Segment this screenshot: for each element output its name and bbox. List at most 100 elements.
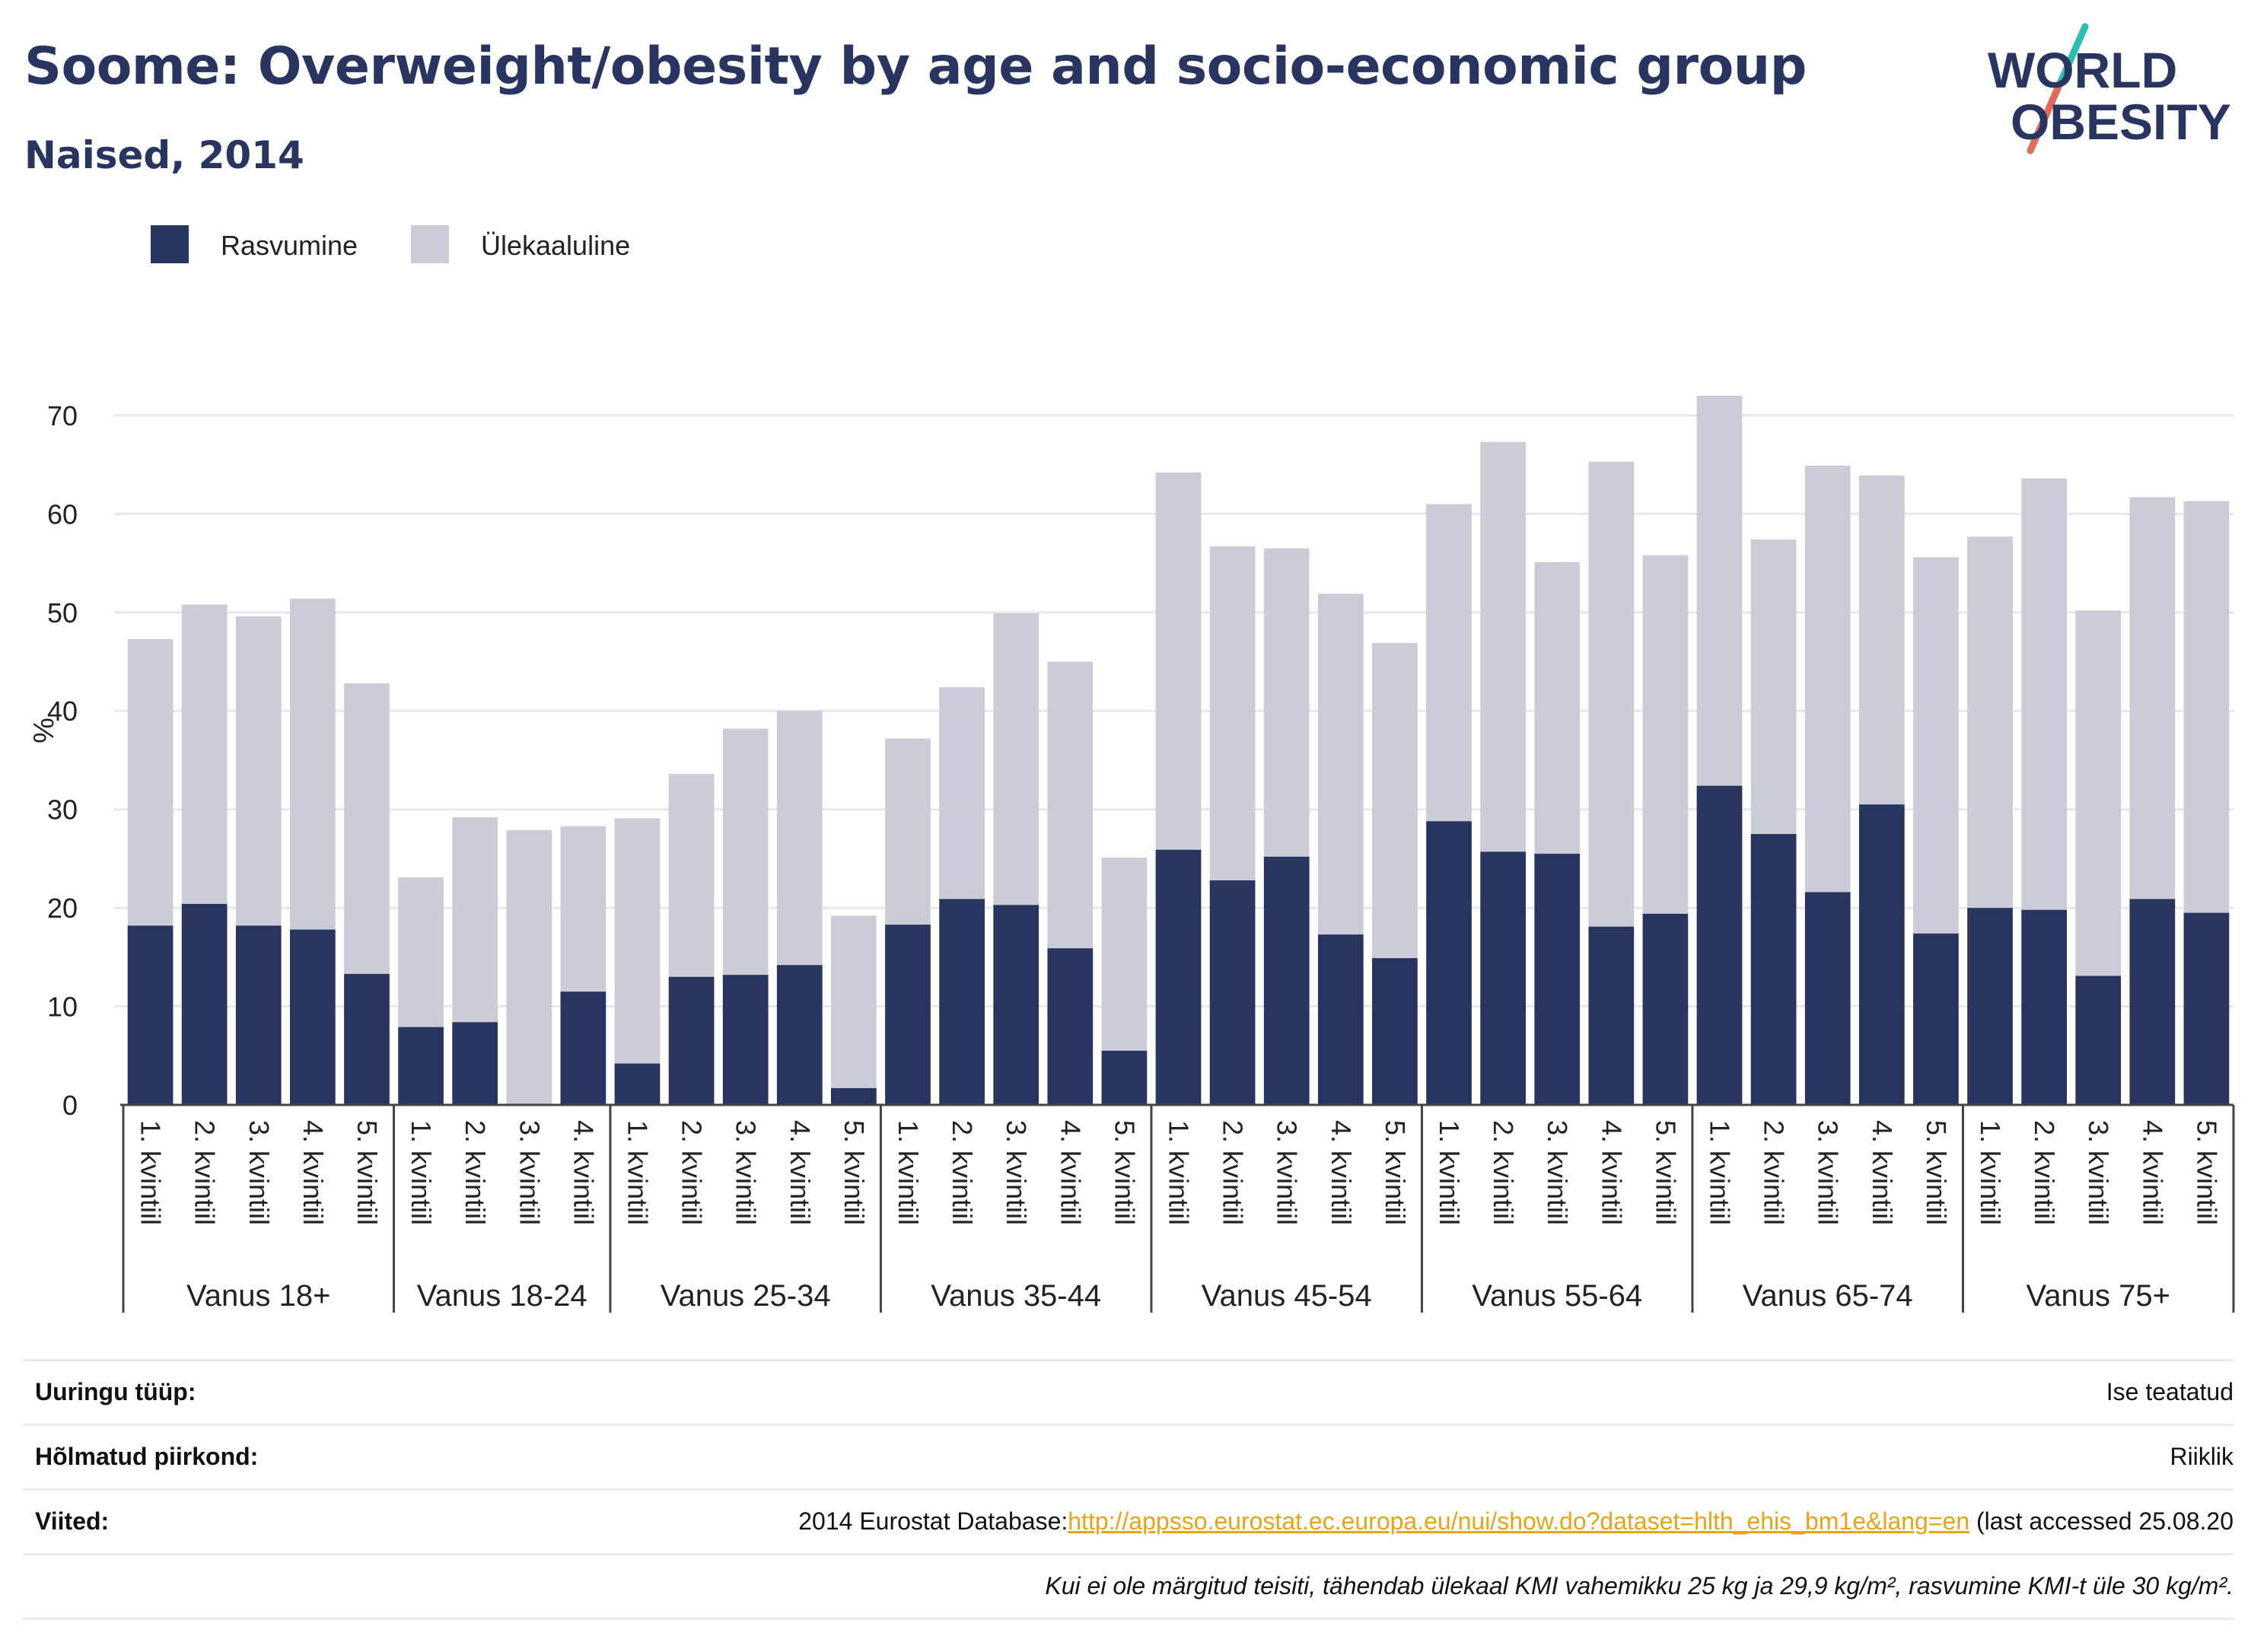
bar-overweight (289, 598, 336, 930)
bar-overweight (344, 683, 390, 974)
x-tick-label: 2. kvintiil (2029, 1120, 2060, 1225)
bar-overweight (668, 774, 715, 977)
group-label: Vanus 25-34 (661, 1279, 831, 1313)
bar-overweight (560, 826, 607, 992)
bar-overweight (1047, 661, 1094, 949)
x-tick-label: 4. kvintiil (1867, 1120, 1898, 1225)
legend-label-obesity: Rasvumine (221, 230, 358, 261)
bar-obesity (1155, 849, 1202, 1105)
bar-overweight (939, 687, 985, 899)
bar-obesity (289, 929, 336, 1105)
bar-overweight (181, 604, 228, 904)
x-tick-label: 3. kvintiil (1001, 1120, 1032, 1225)
bar-overweight (2129, 497, 2176, 899)
bar-overweight (722, 728, 769, 976)
info-label-references: Viited: (35, 1507, 110, 1535)
x-tick-label: 2. kvintiil (1488, 1120, 1519, 1225)
bar-overweight (127, 638, 174, 926)
x-tick-label: 1. kvintiil (1705, 1120, 1736, 1225)
definition-note: Kui ei ole märgitud teisiti, tähendab ül… (1045, 1572, 2233, 1599)
x-tick-label: 3. kvintiil (1542, 1120, 1573, 1225)
bar-overweight (1480, 441, 1526, 852)
bar-obesity (1047, 948, 1094, 1105)
bar-overweight (1209, 546, 1256, 880)
chart-subtitle: Naised, 2014 (24, 133, 304, 177)
x-tick-label: 1. kvintiil (1164, 1120, 1195, 1225)
x-tick-label: 5. kvintiil (2191, 1120, 2222, 1225)
y-tick-label: 30 (47, 794, 78, 826)
bar-obesity (1642, 913, 1689, 1105)
stacked-bar-chart: 0 10 20 30 40 50 60 70% 1. kvintiil 2. kvintiil 3.… (28, 396, 2235, 1313)
logo-graphic: WORLD OBESITY (1988, 23, 2231, 154)
x-tick-label: 2. kvintiil (947, 1120, 978, 1225)
x-tick-label: 3. kvintiil (1813, 1120, 1844, 1225)
x-tick-label: 5. kvintiil (1109, 1120, 1140, 1225)
x-tick-label: 5. kvintiil (839, 1120, 870, 1225)
bar-obesity (1913, 933, 1959, 1105)
info-table: Uuringu tüüp: Ise teatatud Hõlmatud piir… (23, 1359, 2233, 1620)
info-row-note: Kui ei ole märgitud teisiti, tähendab ül… (23, 1553, 2233, 1618)
x-tick-label: 1. kvintiil (406, 1120, 437, 1225)
bar-obesity (452, 1022, 498, 1105)
y-tick-label: 0 (62, 1090, 78, 1121)
bar-obesity (1696, 785, 1743, 1105)
reference-prefix: 2014 Eurostat Database: (798, 1507, 1068, 1535)
info-value-survey-type: Ise teatatud (2106, 1378, 2233, 1405)
bar-obesity (127, 925, 174, 1105)
x-tick-label: 4. kvintiil (1055, 1120, 1086, 1225)
bar-overweight (1804, 465, 1851, 893)
bar-overweight (885, 738, 931, 925)
x-tick-label: 4. kvintiil (2137, 1120, 2168, 1225)
bar-overweight (235, 616, 282, 926)
y-tick-label: 40 (47, 695, 78, 727)
bar-overweight (1913, 557, 1959, 934)
bar-overweight (1696, 396, 1743, 786)
bar-overweight (2021, 478, 2068, 910)
bar-overweight (1967, 536, 2013, 909)
bar-overweight (1642, 555, 1689, 914)
logo-line2: OBESITY (2011, 94, 2231, 150)
bar-obesity (560, 992, 607, 1105)
bar-obesity (2183, 912, 2230, 1105)
world-obesity-logo[interactable]: WORLD OBESITY (1979, 23, 2237, 160)
x-tick-label: 1. kvintiil (1434, 1120, 1465, 1225)
bar-obesity (2075, 976, 2122, 1105)
bar-obesity (885, 925, 931, 1105)
bar-overweight (614, 818, 661, 1064)
logo-line1: WORLD (1988, 42, 2177, 98)
bar-obesity (1317, 934, 1364, 1105)
x-tick-label: 2. kvintiil (1218, 1120, 1249, 1225)
y-tick-label: 10 (47, 992, 78, 1023)
group-label: Vanus 35-44 (931, 1279, 1101, 1313)
bar-overweight (1750, 539, 1797, 835)
bar-obesity (939, 899, 985, 1105)
x-tick-label: 4. kvintiil (1326, 1120, 1357, 1225)
bar-obesity (1967, 908, 2013, 1105)
x-tick-label: 2. kvintiil (1759, 1120, 1790, 1225)
bar-obesity (1209, 880, 1256, 1105)
x-tick-label: 3. kvintiil (514, 1120, 545, 1225)
bar-overweight (1317, 594, 1364, 935)
y-axis-title: % (28, 718, 60, 743)
bar-obesity (1804, 892, 1851, 1105)
bar-obesity (1588, 926, 1635, 1105)
x-tick-label: 1. kvintiil (893, 1120, 924, 1225)
bar-overweight (452, 817, 498, 1023)
x-tick-label: 4. kvintiil (298, 1120, 329, 1225)
bar-overweight (1155, 472, 1202, 850)
group-label: Vanus 65-74 (1743, 1279, 1913, 1313)
bar-obesity (1858, 804, 1905, 1105)
x-tick-label: 1. kvintiil (622, 1120, 653, 1225)
bar-overweight (1426, 504, 1472, 822)
bar-overweight (506, 829, 552, 1105)
bar-obesity (1534, 853, 1581, 1105)
legend-swatch-overweight (411, 225, 449, 263)
y-tick-label: 20 (47, 893, 78, 924)
bar-obesity (2129, 899, 2176, 1105)
x-tick-label: 4. kvintiil (568, 1120, 599, 1225)
bar-obesity (831, 1087, 877, 1105)
info-label-coverage: Hõlmatud piirkond: (35, 1443, 259, 1470)
bar-obesity (1750, 834, 1797, 1105)
bar-obesity (1263, 856, 1310, 1105)
reference-link[interactable]: http://appsso.eurostat.ec.europa.eu/nui/… (1068, 1507, 1970, 1535)
